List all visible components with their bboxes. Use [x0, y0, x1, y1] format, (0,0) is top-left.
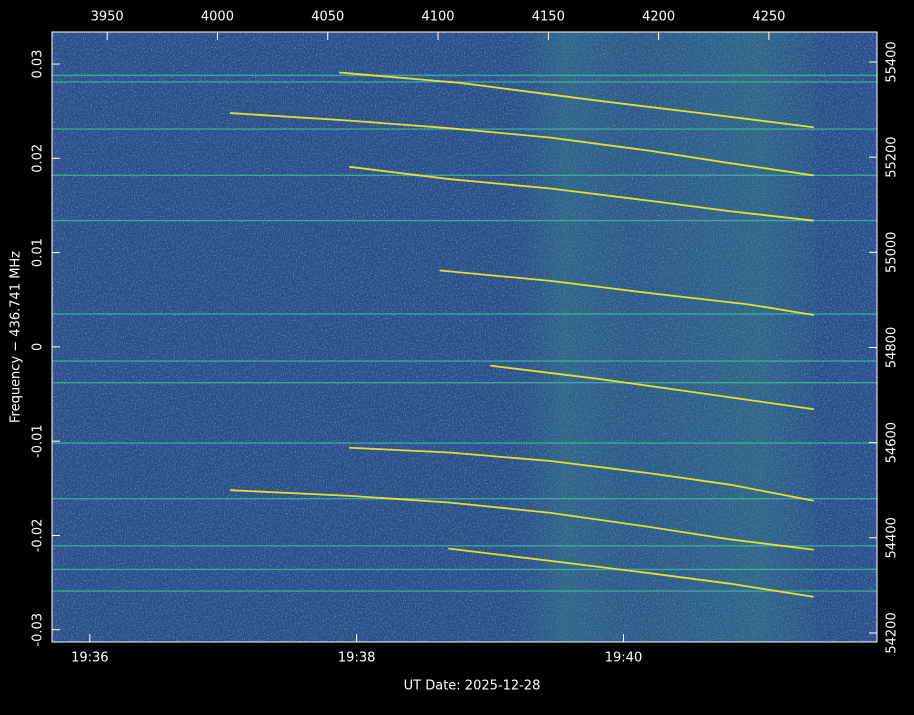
interference-lines	[52, 74, 877, 592]
y-tick-label: -0.03	[31, 613, 46, 647]
y-tick-label: 0.02	[31, 144, 46, 173]
plot-frame	[51, 31, 878, 643]
plot-background	[52, 32, 877, 642]
y2-tick-label: 55000	[885, 232, 900, 273]
y-axis-label: Frequency − 436.741 MHz	[9, 251, 24, 423]
x2-tick-label: 4100	[421, 10, 454, 25]
signal-trace	[448, 547, 814, 598]
y2-tick-label: 54800	[885, 327, 900, 368]
y-tick-label: -0.01	[31, 424, 46, 458]
y2-tick-label: 55200	[885, 136, 900, 177]
signal-trace	[439, 269, 814, 316]
signal-trace	[348, 446, 814, 502]
y-tick-label: 0.01	[31, 238, 46, 267]
signal-traces	[229, 71, 814, 598]
x2-tick-label: 3950	[91, 10, 124, 25]
x-tick-label: 19:40	[605, 651, 642, 666]
y2-tick-label: 55400	[885, 41, 900, 82]
x2-tick-label: 4000	[201, 10, 234, 25]
x2-tick-label: 4250	[752, 10, 785, 25]
signal-trace	[229, 112, 814, 177]
x-tick-label: 19:38	[338, 651, 375, 666]
x2-tick-label: 4050	[311, 10, 344, 25]
y-tick-label: 0	[31, 343, 46, 351]
x-tick-label: 19:36	[71, 651, 108, 666]
y2-tick-label: 54400	[885, 517, 900, 558]
signal-trace	[490, 364, 814, 411]
y-tick-label: -0.02	[31, 519, 46, 553]
axes: 19:36 19:38 19:40 3950 4000 4050 4100 4150 4200 4…	[31, 10, 900, 666]
y2-tick-label: 54200	[885, 612, 900, 653]
y-tick-label: 0.03	[31, 50, 46, 79]
signal-trace	[229, 489, 814, 551]
signal-trace	[338, 71, 814, 129]
signal-trace	[348, 165, 814, 222]
y2-tick-label: 54600	[885, 422, 900, 463]
x-axis-label: UT Date: 2025-12-28	[404, 679, 541, 694]
x2-tick-label: 4200	[642, 10, 675, 25]
x2-tick-label: 4150	[532, 10, 565, 25]
